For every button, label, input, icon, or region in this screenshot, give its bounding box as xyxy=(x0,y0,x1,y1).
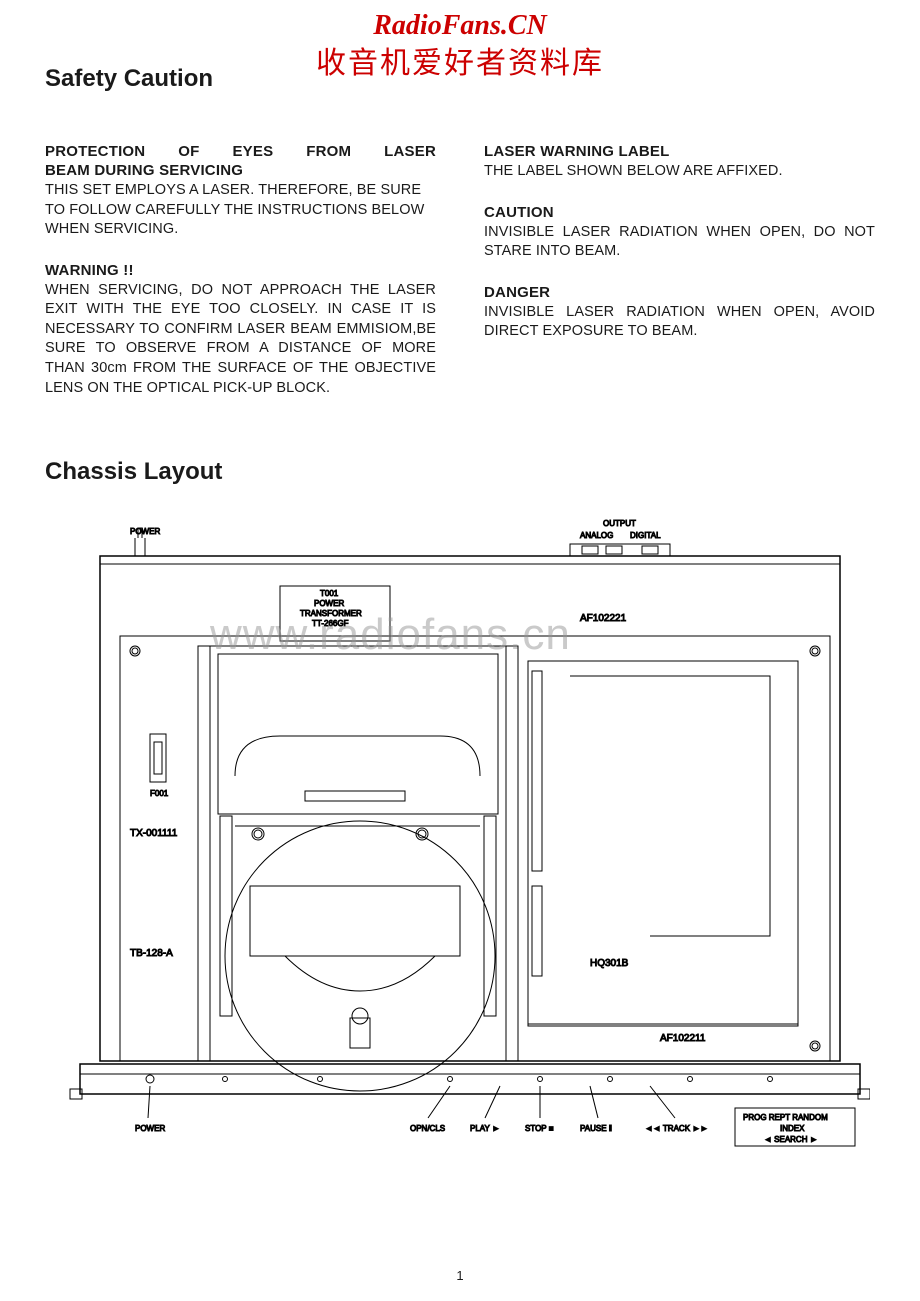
danger-section: DANGER INVISIBLE LASER RADIATION WHEN OP… xyxy=(484,284,875,342)
label-f001: F001 xyxy=(150,789,169,798)
chassis-layout-heading: Chassis Layout xyxy=(45,458,875,486)
label-section: LASER WARNING LABEL THE LABEL SHOWN BELO… xyxy=(484,143,875,182)
watermark-site-en: RadioFans.CN xyxy=(316,8,604,44)
caution-body: INVISIBLE LASER RADIATION WHEN OPEN, DO … xyxy=(484,223,875,262)
protection-title-2: BEAM DURING SERVICING xyxy=(45,162,436,179)
label-track: ◄◄ TRACK ►► xyxy=(645,1124,708,1133)
label-tb: TB-128-A xyxy=(130,948,173,959)
protection-title-1: PROTECTION OF EYES FROM LASER xyxy=(45,143,436,160)
watermark-header: RadioFans.CN 收音机爱好者资料库 xyxy=(316,8,604,83)
danger-body: INVISIBLE LASER RADIATION WHEN OPEN, AVO… xyxy=(484,303,875,342)
page-number: 1 xyxy=(456,1268,463,1283)
caution-section: CAUTION INVISIBLE LASER RADIATION WHEN O… xyxy=(484,204,875,262)
label-digital: DIGITAL xyxy=(630,531,661,540)
right-column: LASER WARNING LABEL THE LABEL SHOWN BELO… xyxy=(484,143,875,420)
protection-body: THIS SET EMPLOYS A LASER. THEREFORE, BE … xyxy=(45,181,436,240)
warning-section: WARNING !! WHEN SERVICING, DO NOT APPROA… xyxy=(45,262,436,398)
label-pause: PAUSE ‖ xyxy=(580,1124,612,1133)
label-tx: TX-001111 xyxy=(130,828,178,839)
label-stop: STOP ■ xyxy=(525,1124,554,1133)
danger-title: DANGER xyxy=(484,284,875,301)
watermark-site-cn: 收音机爱好者资料库 xyxy=(316,44,604,83)
label-af102221: AF102221 xyxy=(580,613,627,624)
left-column: PROTECTION OF EYES FROM LASER BEAM DURIN… xyxy=(45,143,436,420)
label-output: OUTPUT xyxy=(603,519,636,528)
label-af102211: AF102211 xyxy=(660,1033,706,1044)
watermark-mid: www.radiofans.cn xyxy=(210,610,571,660)
label-power-bottom: POWER xyxy=(135,1124,165,1133)
label-power-top: POWER xyxy=(130,527,160,536)
label-t001-2: POWER xyxy=(314,599,344,608)
label-body: THE LABEL SHOWN BELOW ARE AFFIXED. xyxy=(484,162,875,182)
label-t001-1: T001 xyxy=(320,589,339,598)
safety-columns: PROTECTION OF EYES FROM LASER BEAM DURIN… xyxy=(45,143,875,420)
label-play: PLAY ► xyxy=(470,1124,500,1133)
label-prog: PROG REPT RANDOM xyxy=(743,1113,828,1122)
label-title: LASER WARNING LABEL xyxy=(484,143,875,160)
warning-title: WARNING !! xyxy=(45,262,436,279)
label-analog: ANALOG xyxy=(580,531,613,540)
label-opncls: OPN/CLS xyxy=(410,1124,445,1133)
label-hq301b: HQ301B xyxy=(590,958,629,969)
protection-section: PROTECTION OF EYES FROM LASER BEAM DURIN… xyxy=(45,143,436,240)
warning-body: WHEN SERVICING, DO NOT APPROACH THE LASE… xyxy=(45,281,436,398)
label-search: ◄ SEARCH ► xyxy=(764,1135,818,1144)
caution-title: CAUTION xyxy=(484,204,875,221)
label-index: INDEX xyxy=(780,1124,805,1133)
